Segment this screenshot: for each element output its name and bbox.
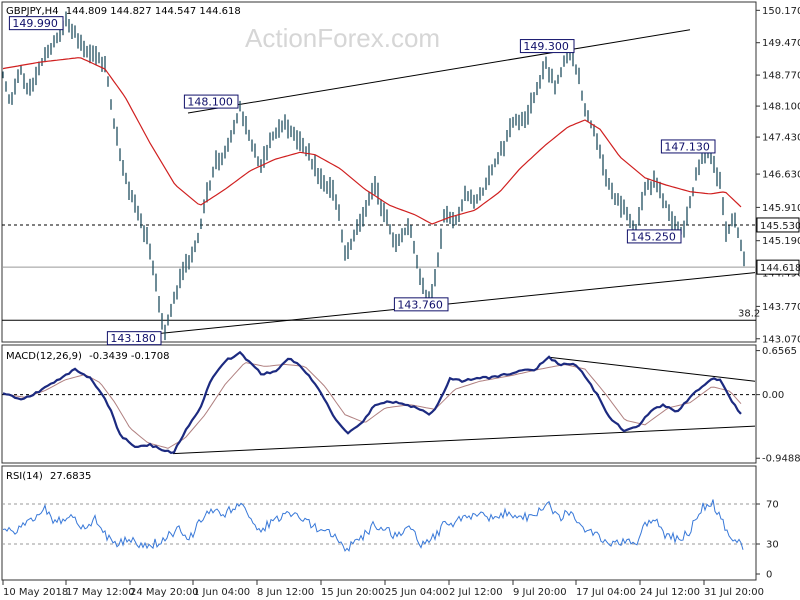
symbol-label: GBPJPY,H4 (6, 6, 59, 17)
x-tick-label: 31 Jul 20:00 (704, 587, 764, 598)
rsi-panel-frame (1, 465, 757, 581)
macd-lines (2, 350, 742, 454)
price-annotation: 145.250 (626, 229, 682, 244)
price-reference-lines: 38.2 (2, 224, 760, 321)
ma-tag-label: 145.530 (760, 221, 800, 232)
price-annotation: 149.990 (8, 16, 64, 31)
price-annotations: 149.990 148.100 149.300 147.130 145.250 143.7… (8, 16, 716, 346)
annotation-label: 143.760 (397, 298, 443, 311)
macd-trendline (172, 425, 756, 455)
macd-main-line (2, 350, 742, 454)
price-y-tick-label: 145.190 (762, 236, 800, 247)
price-y-tick-label: 149.470 (762, 38, 800, 49)
price-y-tick-label: 145.910 (762, 203, 800, 214)
x-tick-label: 2 Jul 12:00 (449, 587, 503, 598)
rsi-y-tick-label: 30 (766, 540, 779, 551)
price-y-tick-label: 150.170 (762, 6, 800, 17)
annotation-label: 149.300 (523, 40, 569, 53)
annotation-label: 149.990 (12, 17, 58, 30)
x-tick-label: 8 Jun 12:00 (257, 587, 314, 598)
price-y-tick-label: 143.770 (762, 302, 800, 313)
current-price-tag-box (756, 259, 800, 275)
rsi-y-tick-label: 0 (766, 570, 772, 581)
macd-trendline (547, 356, 756, 382)
price-trendlines (157, 29, 756, 335)
x-tick-label: 24 Jul 12:00 (640, 587, 700, 598)
annotation-label: 145.250 (630, 230, 676, 243)
macd-y-axis: 0.6565 0.00 -0.9488 (756, 346, 800, 465)
moving-average-line (2, 57, 742, 225)
x-tick-label: 25 Jun 04:00 (385, 587, 449, 598)
x-tick-label: 17 Jul 04:00 (576, 587, 636, 598)
price-y-tick-label: 148.770 (762, 71, 800, 82)
price-y-tick-label: 148.100 (762, 102, 800, 113)
macd-y-tick-label: 0.6565 (762, 346, 797, 357)
rsi-label: RSI(14) (6, 471, 43, 482)
x-tick-label: 9 Jul 20:00 (513, 587, 567, 598)
macd-y-tick-label: -0.9488 (762, 454, 800, 465)
macd-panel-title: MACD(12,26,9) -0.3439 -0.1708 (6, 351, 170, 362)
annotation-box (626, 229, 682, 244)
macd-panel-frame (1, 344, 757, 464)
annotation-box (106, 331, 162, 346)
annotation-label: 147.130 (664, 140, 710, 153)
annotation-label: 148.100 (187, 96, 233, 109)
annotation-box (393, 297, 449, 312)
price-panel-title: GBPJPY,H4 144.809 144.827 144.547 144.61… (6, 6, 241, 17)
macd-label: MACD(12,26,9) (6, 351, 82, 362)
price-annotation: 149.300 (519, 39, 575, 54)
price-panel-frame (1, 1, 757, 343)
x-tick-label: 17 May 12:00 (66, 587, 135, 598)
price-annotation: 147.130 (660, 139, 716, 154)
macd-signal-line (2, 362, 742, 449)
price-axis-tags: 145.530 144.618 (756, 217, 800, 275)
annotation-box (183, 94, 239, 109)
rsi-panel-title: RSI(14) 27.6835 (6, 471, 91, 482)
price-annotation: 143.180 (106, 331, 162, 346)
x-tick-label: 24 May 20:00 (130, 587, 199, 598)
rsi-value: 27.6835 (50, 471, 91, 482)
rsi-path (2, 499, 744, 552)
current-price-tag-label: 144.618 (760, 263, 800, 274)
x-tick-label: 15 Jun 20:00 (321, 587, 385, 598)
macd-values: -0.3439 -0.1708 (89, 351, 169, 362)
price-trendline (157, 272, 756, 335)
watermark: ActionForex.com (245, 23, 440, 53)
annotation-label: 143.180 (110, 332, 155, 345)
rsi-y-axis: 70 30 0 (756, 500, 779, 581)
macd-trendlines (172, 356, 756, 455)
macd-y-tick-label: 0.00 (762, 390, 784, 401)
price-y-tick-label: 143.070 (762, 334, 800, 345)
ohlc-values: 144.809 144.827 144.547 144.618 (66, 6, 241, 17)
price-annotation: 143.760 (393, 297, 449, 312)
price-y-tick-label: 147.430 (762, 133, 800, 144)
x-tick-label: 10 May 2018 (3, 587, 68, 598)
x-tick-label: 1 Jun 04:00 (193, 587, 250, 598)
fib-level-label: 38.2 (738, 308, 760, 319)
annotation-box (8, 16, 64, 31)
rsi-y-tick-label: 70 (766, 500, 779, 511)
rsi-line (2, 499, 744, 552)
annotation-box (660, 139, 716, 154)
price-annotation: 148.100 (183, 94, 239, 109)
moving-average-path (2, 57, 742, 225)
price-y-tick-label: 146.630 (762, 170, 800, 181)
annotation-box (519, 39, 575, 54)
price-trendline (187, 29, 691, 114)
ma-tag-box (756, 217, 800, 233)
